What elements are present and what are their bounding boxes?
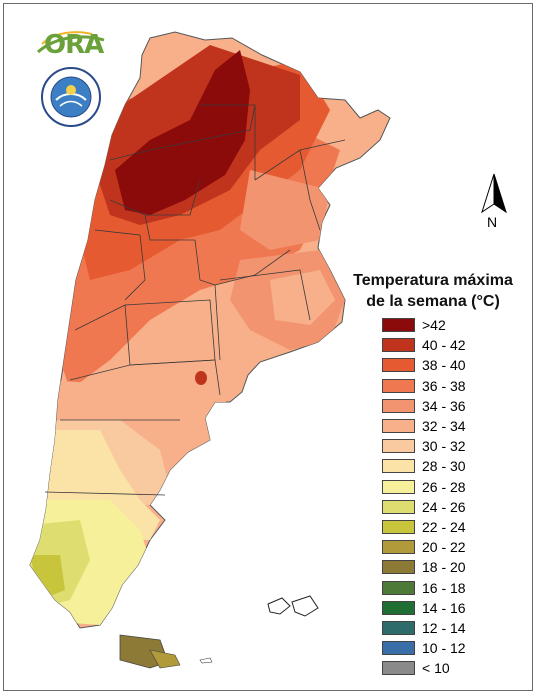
legend-swatch: [382, 580, 415, 595]
legend-item: 36 - 38: [382, 376, 466, 396]
legend-label: 14 - 16: [422, 599, 466, 616]
legend-label: 34 - 36: [422, 397, 466, 414]
tierra-del-fuego-east: [149, 649, 181, 669]
legend-label: 10 - 12: [422, 640, 466, 657]
legend-item: 24 - 26: [382, 497, 466, 517]
legend-swatch: [382, 641, 415, 656]
legend-swatch: [382, 540, 415, 555]
legend-label: 30 - 32: [422, 438, 466, 455]
legend-label: 32 - 34: [422, 418, 466, 435]
staten-island: [199, 657, 213, 664]
province-boundaries: [44, 104, 346, 496]
legend-label: 22 - 24: [422, 518, 466, 535]
legend-label: 16 - 18: [422, 579, 466, 596]
ora-logo-mark: [37, 31, 105, 54]
legend-swatch: [382, 459, 415, 474]
legend-label: < 10: [422, 660, 450, 677]
legend-item: 18 - 20: [382, 557, 466, 577]
legend-swatch: [382, 378, 415, 393]
legend-title: Temperatura máxima de la semana (°C): [338, 270, 528, 312]
hot-spot: [195, 371, 207, 385]
legend-label: 28 - 30: [422, 458, 466, 475]
legend-item: 40 - 42: [382, 335, 466, 355]
north-arrow: N: [478, 172, 512, 234]
north-label: N: [487, 214, 498, 230]
legend-item: 22 - 24: [382, 517, 466, 537]
legend-item: 16 - 18: [382, 577, 466, 597]
legend-item: 12 - 14: [382, 618, 466, 638]
legend-label: >42: [422, 317, 446, 334]
legend-label: 36 - 38: [422, 377, 466, 394]
malvinas-islands: [267, 595, 319, 617]
legend-swatch: [382, 620, 415, 635]
legend-label: 40 - 42: [422, 337, 466, 354]
legend-item: >42: [382, 315, 466, 335]
ora-logo-text: ORA: [44, 30, 104, 60]
legend-swatch: [382, 398, 415, 413]
legend-swatch: [382, 358, 415, 373]
zone-over-42: [115, 50, 250, 215]
legend-item: 32 - 34: [382, 416, 466, 436]
zone-34-36-northeast: [240, 170, 330, 250]
legend-swatch: [382, 661, 415, 676]
legend-label: 12 - 14: [422, 619, 466, 636]
legend-label: 18 - 20: [422, 559, 466, 576]
legend-swatch: [382, 499, 415, 514]
legend-label: 26 - 28: [422, 478, 466, 495]
legend-item: 34 - 36: [382, 396, 466, 416]
legend-swatch: [382, 439, 415, 454]
legend-item: 26 - 28: [382, 477, 466, 497]
legend-item: 28 - 30: [382, 456, 466, 476]
legend-item: 20 - 22: [382, 537, 466, 557]
legend-swatch: [382, 600, 415, 615]
smn-seal: [40, 66, 102, 128]
legend-list: >42 40 - 42 38 - 40 36 - 38 34 - 36 32 - 34 30…: [382, 315, 466, 678]
legend-swatch: [382, 338, 415, 353]
legend-title-line1: Temperatura máxima: [353, 272, 513, 289]
legend-item: < 10: [382, 658, 466, 678]
north-arrow-icon: [481, 173, 507, 214]
legend-item: 10 - 12: [382, 638, 466, 658]
legend-swatch: [382, 479, 415, 494]
seal-icon: [41, 67, 101, 127]
legend-swatch: [382, 560, 415, 575]
legend-item: 38 - 40: [382, 355, 466, 375]
legend-swatch: [382, 318, 415, 333]
legend-label: 38 - 40: [422, 357, 466, 374]
ora-logo: ORA: [36, 26, 106, 60]
legend-swatch: [382, 519, 415, 534]
legend-item: 14 - 16: [382, 598, 466, 618]
legend-title-line2: de la semana (°C): [366, 293, 500, 310]
legend-swatch: [382, 419, 415, 434]
legend-label: 24 - 26: [422, 498, 466, 515]
legend-item: 30 - 32: [382, 436, 466, 456]
legend-label: 20 - 22: [422, 539, 466, 556]
zone-32-34-east: [270, 270, 335, 325]
